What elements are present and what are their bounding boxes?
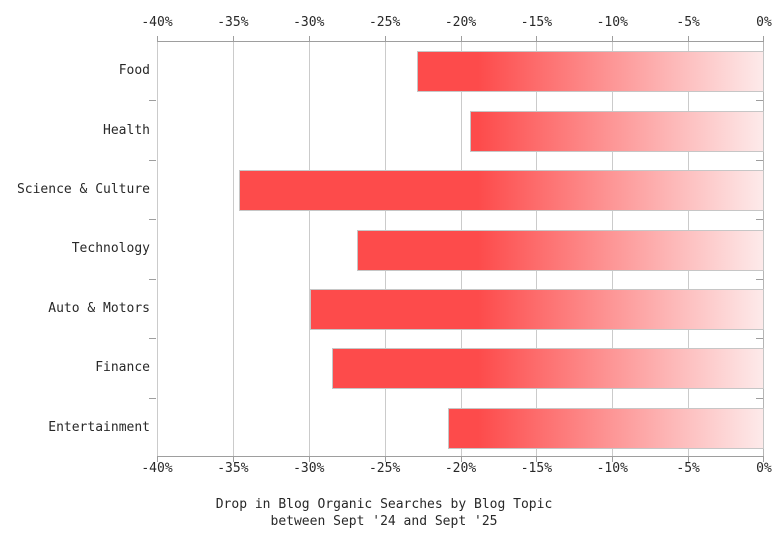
y-tick-right <box>756 160 763 161</box>
x-tick-top--5% <box>688 36 690 42</box>
bar-science-culture <box>238 170 764 212</box>
plot-area <box>149 36 764 462</box>
x-axis-top-label: -10% <box>596 15 628 30</box>
x-axis-top-label: 0% <box>756 15 772 30</box>
x-tick-bottom--10% <box>612 456 614 462</box>
x-tick-bottom--5% <box>688 456 690 462</box>
y-tick-left <box>149 160 156 161</box>
y-axis-category-labels: Food Health Science & Culture Technology Aut… <box>0 41 150 457</box>
x-axis-top-label: -40% <box>141 15 173 30</box>
x-tick-top--10% <box>612 36 614 42</box>
bar-health <box>469 110 764 152</box>
chart-title: Drop in Blog Organic Searches by Blog To… <box>0 496 768 530</box>
y-tick-left <box>149 338 156 339</box>
y-tick-right <box>756 398 763 399</box>
x-axis-top-label: -25% <box>368 15 401 30</box>
chart-title-line2: between Sept '24 and Sept '25 <box>270 514 498 529</box>
x-axis-bottom-label: -10% <box>596 461 628 476</box>
x-axis-top-label: -20% <box>444 15 477 30</box>
x-tick-top--30% <box>308 36 310 42</box>
category-label-health: Health <box>103 122 150 138</box>
bar-auto-motors <box>310 288 764 330</box>
x-axis-bottom-label: -35% <box>217 461 249 476</box>
y-tick-left <box>149 279 156 280</box>
x-axis-bottom-label: -25% <box>368 461 401 476</box>
y-tick-right <box>756 279 763 280</box>
x-tick-bottom--40% <box>157 456 158 462</box>
x-tick-top--40% <box>157 36 158 42</box>
x-tick-top--15% <box>536 36 538 42</box>
x-axis-bottom-label: -5% <box>676 461 700 476</box>
chart-title-line1: Drop in Blog Organic Searches by Blog To… <box>215 497 553 512</box>
y-tick-left <box>149 219 156 220</box>
x-tick-top-0% <box>763 36 764 42</box>
category-label-entertainment: Entertainment <box>48 419 150 435</box>
x-axis-bottom-label: -20% <box>444 461 477 476</box>
x-axis-top-label: -30% <box>293 15 325 30</box>
x-tick-top--35% <box>232 36 234 42</box>
bar-technology <box>357 229 764 271</box>
gridline--35% <box>232 42 234 456</box>
bar-finance <box>331 348 764 390</box>
x-axis-top-label: -35% <box>217 15 249 30</box>
y-tick-right <box>756 100 763 101</box>
x-axis-bottom-label: -40% <box>141 461 173 476</box>
category-label-finance: Finance <box>95 360 150 376</box>
category-label-technology: Technology <box>71 241 150 257</box>
x-axis-top-label: -5% <box>676 15 700 30</box>
x-tick-bottom-0% <box>763 456 764 462</box>
x-tick-bottom--15% <box>536 456 538 462</box>
bar-entertainment <box>448 407 764 449</box>
x-axis-bottom-label: 0% <box>756 461 772 476</box>
x-tick-top--20% <box>460 36 462 42</box>
x-tick-bottom--20% <box>460 456 462 462</box>
x-tick-bottom--25% <box>384 456 386 462</box>
bar-food <box>416 51 764 93</box>
y-tick-left <box>149 398 156 399</box>
category-label-science-culture: Science & Culture <box>16 182 150 198</box>
gridline--40% <box>157 42 158 456</box>
y-tick-right <box>756 219 763 220</box>
y-tick-right <box>756 338 763 339</box>
x-axis-bottom-label: -30% <box>293 461 325 476</box>
x-tick-top--25% <box>384 36 386 42</box>
y-tick-left <box>149 100 156 101</box>
x-axis-bottom-label: -15% <box>520 461 553 476</box>
x-axis-top-label: -15% <box>520 15 553 30</box>
x-tick-bottom--35% <box>232 456 234 462</box>
x-tick-bottom--30% <box>308 456 310 462</box>
gridline--30% <box>308 42 310 456</box>
category-label-food: Food <box>118 63 150 79</box>
category-label-auto-motors: Auto & Motors <box>48 300 150 316</box>
